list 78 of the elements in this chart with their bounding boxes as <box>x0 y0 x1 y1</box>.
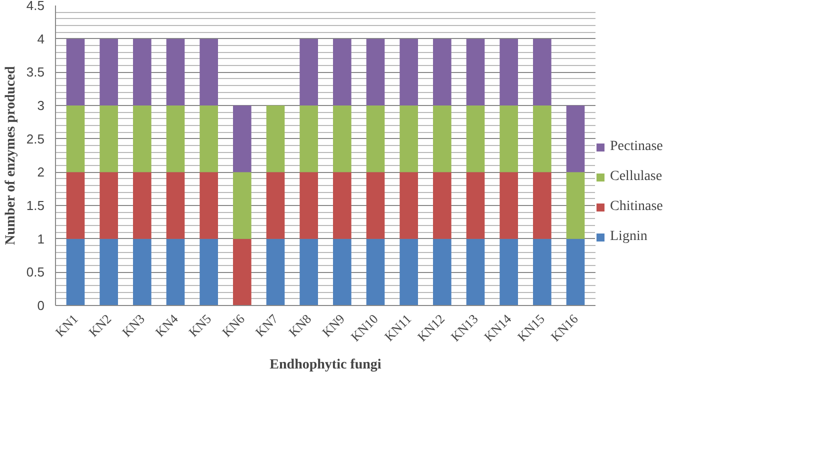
bar <box>166 38 185 106</box>
bar <box>233 172 252 239</box>
bar <box>333 38 352 106</box>
legend-label: Pectinase <box>610 139 663 155</box>
bar <box>200 38 218 106</box>
bar <box>233 238 252 306</box>
bar <box>233 106 252 172</box>
bar <box>333 172 352 239</box>
bar <box>466 106 485 172</box>
bar <box>266 238 285 306</box>
bar <box>200 106 218 172</box>
bar <box>400 106 418 172</box>
y-tick-label: 1 <box>37 231 45 246</box>
bar <box>300 172 318 239</box>
x-tick-label: KN1 <box>52 311 81 340</box>
bar <box>133 172 152 239</box>
y-tick-label: 4.5 <box>26 0 45 13</box>
y-tick-label: 1.5 <box>26 198 45 213</box>
bar <box>466 172 485 239</box>
bar <box>100 172 118 239</box>
y-tick-label: 0 <box>37 298 45 313</box>
y-tick-label: 3 <box>37 98 45 113</box>
bar <box>500 38 518 106</box>
bar <box>100 106 118 172</box>
bar <box>300 38 318 106</box>
bar <box>133 238 152 306</box>
bar <box>100 238 118 306</box>
y-tick-label: 4 <box>37 31 45 46</box>
bar <box>366 38 385 106</box>
bar <box>266 172 285 239</box>
bar <box>400 238 418 306</box>
bar <box>66 238 85 306</box>
bar <box>433 172 452 239</box>
y-axis-title: Number of enzymes produced <box>3 66 18 246</box>
bar <box>533 106 552 172</box>
y-tick-label: 3.5 <box>26 64 45 80</box>
bar <box>433 106 452 172</box>
bar <box>333 238 352 306</box>
bar <box>566 172 585 239</box>
bar <box>433 38 452 106</box>
y-tick-label: 2.5 <box>26 131 45 146</box>
y-tick-label: 0.5 <box>26 264 45 280</box>
bar <box>300 106 318 172</box>
bar <box>466 38 485 106</box>
bar <box>66 106 85 172</box>
bar <box>266 106 285 172</box>
bar <box>200 172 218 239</box>
bar <box>333 106 352 172</box>
bar <box>133 106 152 172</box>
bar <box>500 106 518 172</box>
bar <box>466 238 485 306</box>
bar <box>533 172 552 239</box>
bar <box>400 38 418 106</box>
bar <box>400 172 418 239</box>
bar <box>166 172 185 239</box>
x-axis-title: Endhophytic fungi <box>270 358 382 373</box>
bar <box>300 238 318 306</box>
bar <box>133 38 152 106</box>
bar <box>166 106 185 172</box>
legend-label: Lignin <box>610 229 648 245</box>
bar <box>500 172 518 239</box>
bar <box>166 238 185 306</box>
bar <box>366 238 385 306</box>
legend-label: Cellulase <box>610 169 662 185</box>
bar <box>200 238 218 306</box>
bar <box>433 238 452 306</box>
bar <box>533 238 552 306</box>
bar <box>66 172 85 239</box>
bar <box>500 238 518 306</box>
bar <box>566 106 585 172</box>
bar <box>533 38 552 106</box>
bar <box>100 38 118 106</box>
bar <box>566 238 585 306</box>
bar <box>366 172 385 239</box>
bar <box>66 38 85 106</box>
y-tick-label: 2 <box>37 164 45 180</box>
legend-label: Chitinase <box>610 199 663 215</box>
bar <box>366 106 385 172</box>
